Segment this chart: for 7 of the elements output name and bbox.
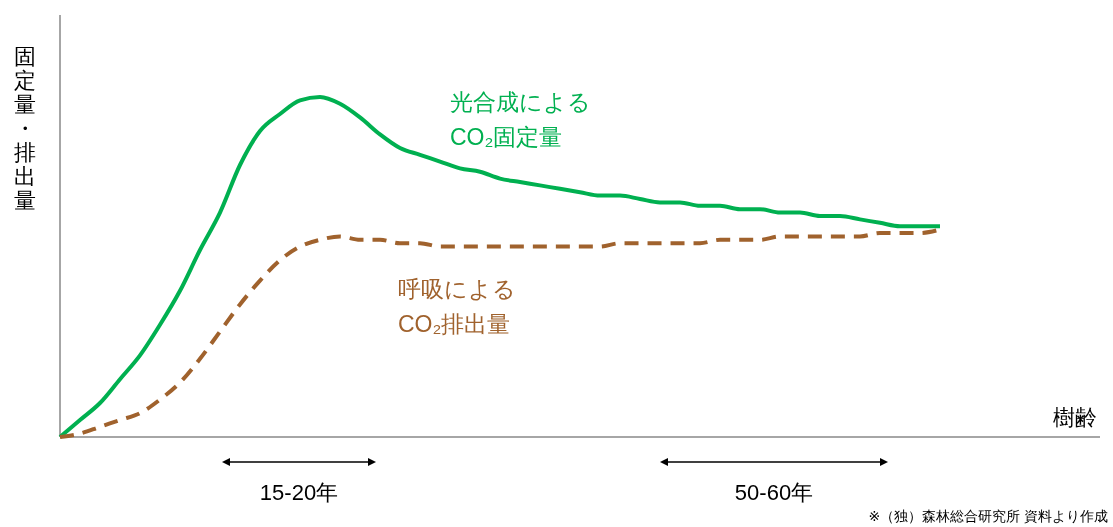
text: 15-20年 bbox=[259, 480, 339, 505]
series-label: 呼吸による CO₂排出量 bbox=[398, 276, 516, 337]
text: 50-60年 bbox=[734, 480, 814, 505]
series-label: 光合成による CO₂固定量 bbox=[450, 89, 591, 150]
x-axis-title: 樹齢 bbox=[1053, 405, 1097, 430]
y-axis-title: 固定量・排出量 bbox=[14, 44, 36, 213]
text: ※（独）森林総合研究所 資料より作成 bbox=[868, 508, 1108, 524]
